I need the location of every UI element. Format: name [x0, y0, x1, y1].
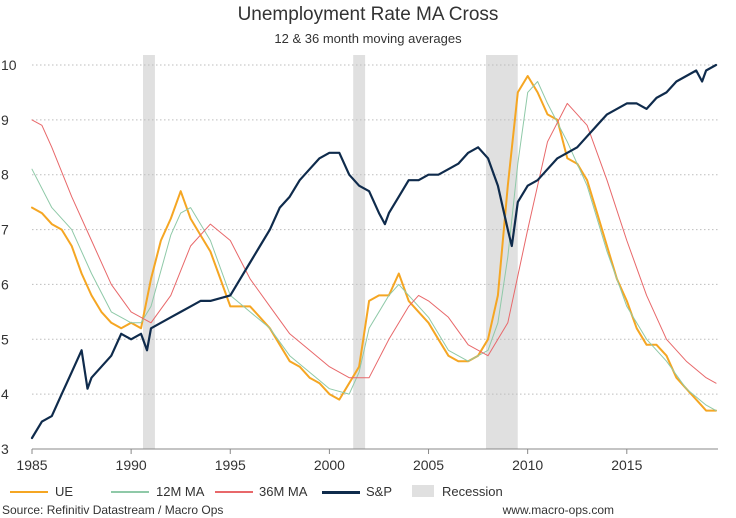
- series-line-36m-ma: [31, 102, 717, 384]
- legend-36m-label: 36M MA: [259, 484, 308, 499]
- recession-band-1: [353, 55, 366, 449]
- x-tick-label-2005: 2005: [413, 457, 444, 473]
- x-tick-label-1990: 1990: [116, 457, 147, 473]
- legend-ue-label: UE: [55, 484, 74, 499]
- series-lines: [30, 63, 718, 440]
- axes: 3 4 5 6 7 8 9 10 1985 1990 1995 2000 2005 2010 2015: [1, 57, 718, 473]
- legend: UE 12M MA 36M MA S&P Recession: [0, 483, 736, 501]
- x-tick-label-2015: 2015: [611, 457, 642, 473]
- x-tick-label-1995: 1995: [215, 457, 246, 473]
- x-tick-label-2000: 2000: [314, 457, 345, 473]
- grid-lines: [32, 64, 718, 395]
- y-tick-label-9: 9: [1, 112, 9, 128]
- recession-band-0: [143, 55, 155, 449]
- source-text: Source: Refinitiv Datastream / Macro Ops: [2, 503, 224, 517]
- y-tick-label-10: 10: [1, 57, 17, 73]
- y-tick-label-8: 8: [1, 167, 9, 183]
- website-link[interactable]: www.macro-ops.com: [502, 503, 614, 517]
- series-line-12m-ma: [31, 81, 717, 412]
- legend-recession-label: Recession: [442, 484, 503, 499]
- y-tick-label-4: 4: [1, 386, 9, 402]
- x-tick-label-1985: 1985: [16, 457, 47, 473]
- x-tick-label-2010: 2010: [512, 457, 543, 473]
- line-chart: 3 4 5 6 7 8 9 10 1985 1990 1995 2000 2005 2010 2015: [1, 55, 718, 473]
- legend-sp-swatch: [322, 491, 360, 494]
- legend-12m-label: 12M MA: [156, 484, 205, 499]
- legend-recession-swatch: [412, 485, 434, 497]
- chart-title: Unemployment Rate MA Cross: [237, 4, 499, 25]
- legend-sp-label: S&P: [366, 484, 393, 499]
- y-tick-label-3: 3: [1, 441, 9, 457]
- recession-bands: [143, 55, 518, 449]
- legend-36m-swatch: [215, 491, 253, 493]
- legend-ue-swatch: [10, 491, 48, 493]
- series-line-ue: [31, 75, 717, 412]
- y-tick-label-6: 6: [1, 276, 9, 292]
- y-tick-label-7: 7: [1, 222, 9, 238]
- y-tick-label-5: 5: [1, 331, 9, 347]
- legend-12m-swatch: [111, 491, 149, 493]
- chart-subtitle: 12 & 36 month moving averages: [274, 31, 462, 46]
- series-line-s-p: [30, 63, 718, 440]
